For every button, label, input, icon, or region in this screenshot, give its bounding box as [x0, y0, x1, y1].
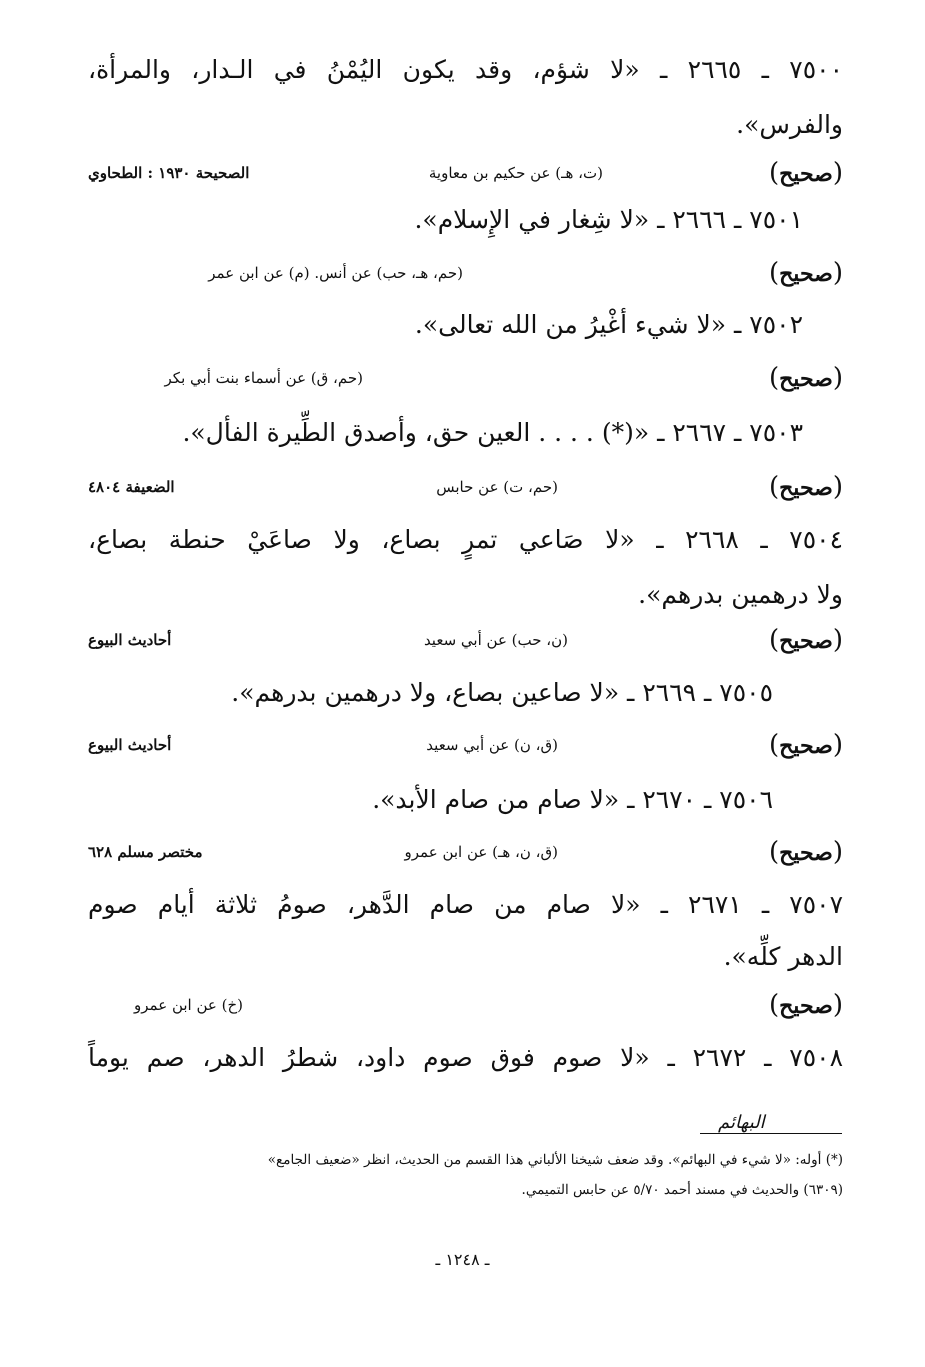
grading-row: صحيح (حم، ق) عن أسماء بنت أبي بكر — [88, 360, 843, 396]
sources: (ق، ن، هـ) عن ابن عمرو — [404, 843, 558, 861]
sources: (ن، حب) عن أبي سعيد — [423, 631, 568, 649]
hadith-7506: ٧٥٠٦ ـ ٢٦٧٠ ـ «لا صام من صام الأبد». — [372, 785, 773, 814]
sources: (ت، هـ) عن حكيم بن معاوية — [428, 164, 603, 182]
grading-row: صحيح (ق، ن، هـ) عن ابن عمرو مختصر مسلم ٦… — [88, 834, 843, 870]
hadith-7501: ٧٥٠١ ـ ٢٦٦٦ ـ «لا شِغار في الإِسلام». — [414, 205, 803, 234]
reference: أحاديث البيوع — [88, 736, 172, 754]
hadith-7507: ٧٥٠٧ ـ ٢٦٧١ ـ «لا صام من صام الدَّهر، صو… — [88, 890, 843, 919]
hadith-7500-cont: والفرس». — [736, 110, 843, 139]
sources: (حم، هـ، حب) عن أنس. (م) عن ابن عمر — [208, 264, 463, 282]
grading-row: صحيح (ن، حب) عن أبي سعيد أحاديث البيوع — [88, 622, 843, 658]
grade: صحيح — [769, 469, 843, 506]
hadith-7505: ٧٥٠٥ ـ ٢٦٦٩ ـ «لا صاعين بصاع، ولا درهمين… — [231, 678, 773, 707]
grade: صحيح — [769, 834, 843, 871]
hadith-7504-cont: ولا درهمين بدرهم». — [638, 580, 843, 609]
footnote-line: (*) أوله: «لا شيء في البهائم». وقد ضعف ش… — [267, 1152, 843, 1168]
sources: (حم، ت) عن حابس — [436, 478, 558, 496]
hadith-7507-cont: الدهر كلِّه». — [723, 942, 843, 971]
sources: (ق، ن) عن أبي سعيد — [426, 736, 558, 754]
grading-row: صحيح (حم، ت) عن حابس الضعيفة ٤٨٠٤ — [88, 469, 843, 505]
hadith-7503: ٧٥٠٣ ـ ٢٦٦٧ ـ «(*) . . . . العين حق، وأص… — [182, 418, 803, 447]
sources: (خ) عن ابن عمرو — [134, 996, 243, 1014]
grading-row: صحيح (ت، هـ) عن حكيم بن معاوية الصحيحة ١… — [88, 155, 843, 191]
grade: صحيح — [769, 360, 843, 397]
hadith-7504: ٧٥٠٤ ـ ٢٦٦٨ ـ «لا صَاعي تمرٍ بصاع، ولا ص… — [88, 525, 844, 554]
handwritten-note: البهائم — [718, 1112, 765, 1133]
hadith-7502: ٧٥٠٢ ـ «لا شيء أغْيرُ من الله تعالى». — [414, 310, 803, 339]
reference: مختصر مسلم ٦٢٨ — [88, 843, 203, 861]
grading-row: صحيح (حم، هـ، حب) عن أنس. (م) عن ابن عمر — [88, 255, 843, 291]
reference: الضعيفة ٤٨٠٤ — [88, 478, 175, 496]
grade: صحيح — [769, 622, 843, 659]
grade: صحيح — [769, 987, 843, 1024]
grade: صحيح — [769, 727, 843, 764]
grading-row: صحيح (ق، ن) عن أبي سعيد أحاديث البيوع — [88, 727, 843, 763]
footnote-line: (٦٣٠٩) والحديث في مسند أحمد ٥/٧٠ عن حابس… — [521, 1182, 843, 1198]
hadith-7508: ٧٥٠٨ ـ ٢٦٧٢ ـ «لا صوم فوق صوم داود، شطرُ… — [88, 1043, 843, 1072]
grading-row: صحيح (خ) عن ابن عمرو — [88, 987, 843, 1023]
hadith-7500: ٧٥٠٠ ـ ٢٦٦٥ ـ «لا شؤم، وقد يكون اليُمْنُ… — [88, 55, 844, 84]
reference: الصحيحة ١٩٣٠ : الطحاوي — [88, 164, 250, 182]
grade: صحيح — [769, 255, 843, 292]
sources: (حم، ق) عن أسماء بنت أبي بكر — [164, 369, 363, 387]
grade: صحيح — [769, 155, 843, 192]
footnote-divider — [700, 1133, 842, 1134]
page-number: ـ ١٢٤٨ ـ — [435, 1250, 490, 1269]
reference: أحاديث البيوع — [88, 631, 172, 649]
